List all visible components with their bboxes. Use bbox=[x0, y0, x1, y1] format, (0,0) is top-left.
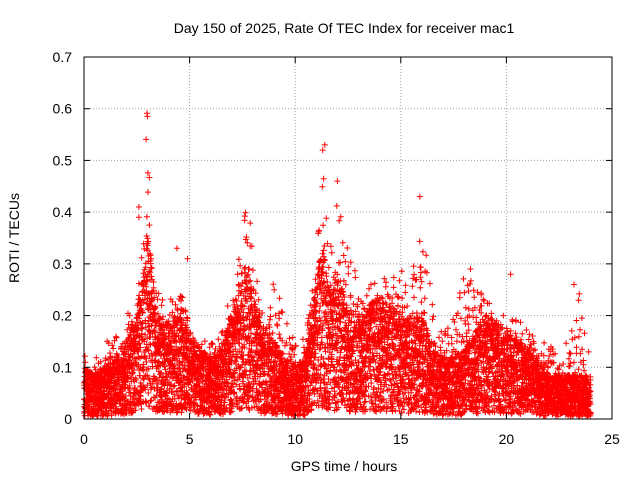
x-tick-label: 20 bbox=[499, 431, 515, 447]
y-tick-label: 0.7 bbox=[53, 49, 73, 65]
y-tick-labels: 0 0.1 0.2 0.3 0.4 0.5 0.6 0.7 bbox=[53, 49, 73, 427]
x-tick-label: 0 bbox=[80, 431, 88, 447]
x-axis-label: GPS time / hours bbox=[291, 458, 398, 474]
y-tick-label: 0.6 bbox=[53, 101, 73, 117]
x-tick-label: 5 bbox=[186, 431, 194, 447]
axis-ticks bbox=[83, 56, 613, 420]
y-tick-label: 0.2 bbox=[53, 308, 73, 324]
x-tick-label: 25 bbox=[604, 431, 620, 447]
y-tick-label: 0.1 bbox=[53, 359, 73, 375]
data-points bbox=[81, 110, 594, 420]
roti-markers bbox=[81, 110, 594, 420]
plot-frame bbox=[83, 56, 613, 420]
x-tick-label: 10 bbox=[287, 431, 303, 447]
chart-title: Day 150 of 2025, Rate Of TEC Index for r… bbox=[174, 20, 515, 36]
x-tick-labels: 0 5 10 15 20 25 bbox=[80, 431, 620, 447]
y-axis-label: ROTI / TECUs bbox=[6, 193, 22, 283]
y-tick-label: 0.3 bbox=[53, 256, 73, 272]
y-tick-label: 0 bbox=[64, 411, 72, 427]
y-tick-label: 0.4 bbox=[53, 204, 73, 220]
y-tick-label: 0.5 bbox=[53, 152, 73, 168]
x-tick-label: 15 bbox=[393, 431, 409, 447]
